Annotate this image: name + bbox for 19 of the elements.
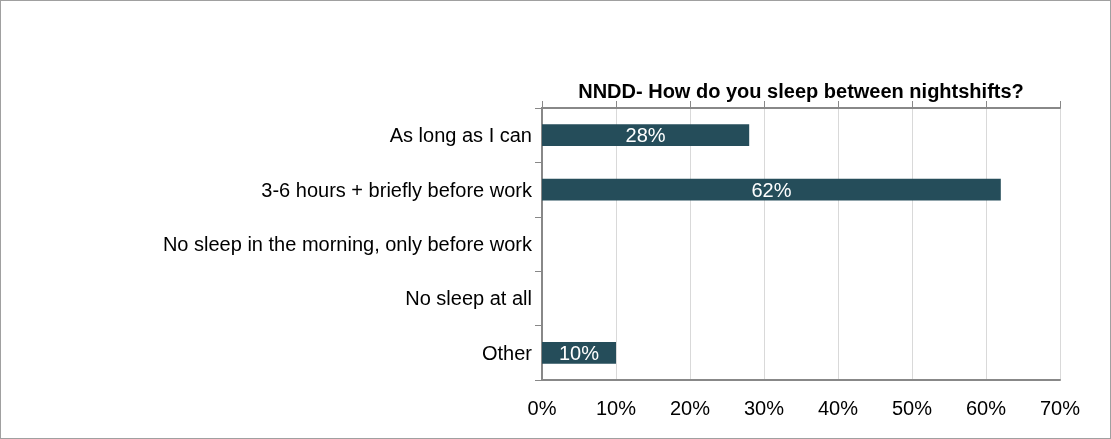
bar	[542, 178, 1001, 201]
y-tick-label: Other	[481, 341, 533, 364]
x-tick-label: 70%	[1039, 397, 1081, 419]
x-tick-label: 30%	[743, 397, 785, 419]
y-tick-label: As long as I can	[389, 124, 532, 147]
x-tick-label: 50%	[891, 397, 933, 419]
x-tick-label: 0%	[527, 397, 557, 419]
y-tick-label: No sleep at all	[405, 287, 532, 310]
x-tick-label: 40%	[817, 397, 859, 419]
data-label: 10%	[558, 341, 600, 364]
chart-title: NNDD- How do you sleep between nightshifts?	[578, 80, 1024, 102]
y-tick-label: No sleep in the morning, only before work	[162, 233, 533, 255]
x-tick-label: 60%	[965, 397, 1007, 419]
y-tick-label: 3-6 hours + briefly before work	[261, 178, 533, 201]
x-tick-label: 10%	[595, 397, 637, 419]
data-label: 62%	[751, 178, 792, 201]
bar	[542, 124, 750, 147]
x-tick-label: 20%	[669, 397, 711, 419]
data-label: 28%	[625, 124, 666, 147]
